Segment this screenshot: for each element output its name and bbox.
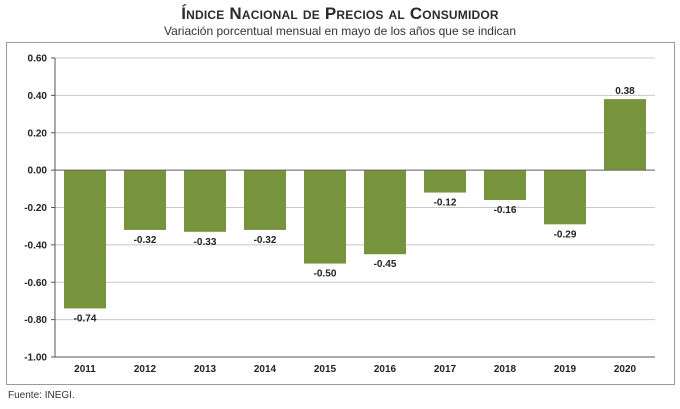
y-tick-label: 0.00	[28, 166, 48, 177]
x-tick-label: 2020	[614, 364, 637, 375]
x-tick-label: 2017	[434, 364, 457, 375]
bar	[364, 170, 406, 255]
x-tick-label: 2011	[74, 364, 96, 375]
x-tick-label: 2018	[494, 364, 517, 375]
bar	[424, 170, 466, 193]
bars	[64, 99, 646, 309]
bar	[484, 170, 526, 201]
x-tick-label: 2014	[254, 364, 277, 375]
y-tick-label: -0.60	[24, 278, 47, 289]
bar	[304, 170, 346, 264]
source-note: Fuente: INEGI.	[8, 390, 75, 401]
y-tick-label: -1.00	[24, 353, 47, 364]
data-label: -0.45	[374, 259, 397, 270]
data-label: -0.33	[194, 237, 217, 248]
data-label: -0.16	[494, 205, 517, 216]
axes	[54, 58, 655, 358]
bar	[604, 99, 646, 171]
y-tick-label: 0.20	[28, 128, 48, 139]
y-tick-label: 0.40	[28, 91, 48, 102]
x-tick-label: 2015	[314, 364, 337, 375]
bar	[544, 170, 586, 225]
chart-subtitle: Variación porcentual mensual en mayo de …	[164, 24, 516, 38]
y-tick-label: 0.60	[28, 54, 48, 65]
bar	[244, 170, 286, 230]
data-label: -0.74	[74, 313, 97, 324]
x-tick-label: 2012	[134, 364, 157, 375]
data-label: -0.32	[134, 235, 157, 246]
data-label: -0.12	[434, 198, 457, 209]
y-tick-label: -0.20	[24, 203, 47, 214]
data-label: -0.29	[554, 229, 577, 240]
x-tick-labels: 2011 2012 2013 2014 2015 2016 2017 2018 2019 2020	[74, 364, 636, 375]
x-tick-label: 2016	[374, 364, 397, 375]
y-tick-labels: 0.60 0.40 0.20 0.00 -0.20 -0.40 -0.60 -0.80 -1.0…	[24, 54, 47, 364]
y-tick-label: -0.40	[24, 240, 47, 251]
x-tick-label: 2019	[554, 364, 577, 375]
bar	[124, 170, 166, 230]
data-label: -0.32	[254, 235, 277, 246]
data-label: -0.50	[314, 269, 337, 280]
data-labels: -0.74 -0.32 -0.33 -0.32 -0.50 -0.45 -0.12 -0.16…	[74, 86, 636, 324]
data-label: 0.38	[615, 86, 635, 97]
x-tick-label: 2013	[194, 364, 217, 375]
bar	[184, 170, 226, 232]
bar	[64, 170, 106, 309]
y-tick-label: -0.80	[24, 315, 47, 326]
chart-title: Índice Nacional de Precios al Consumidor	[181, 4, 499, 23]
